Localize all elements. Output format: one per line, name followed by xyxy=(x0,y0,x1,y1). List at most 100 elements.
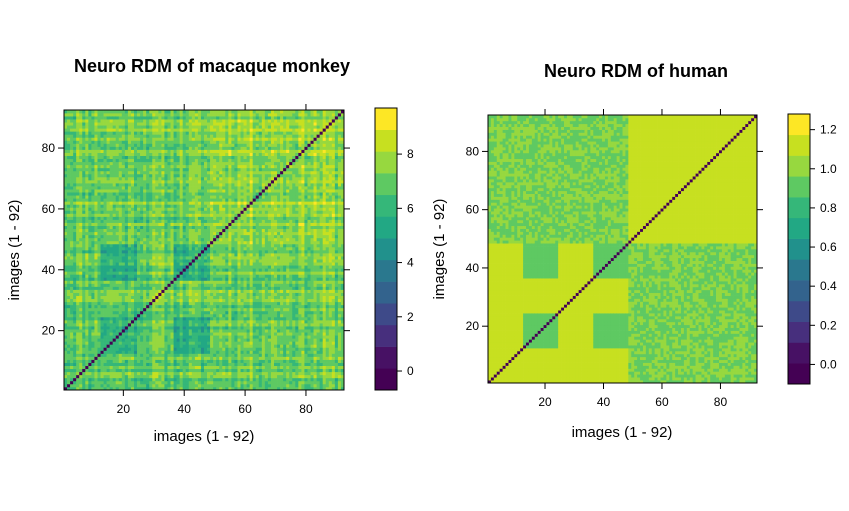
heatmap-cell xyxy=(67,363,70,366)
heatmap-cell xyxy=(73,210,76,213)
heatmap-cell xyxy=(107,180,110,183)
heatmap-cell xyxy=(107,153,110,156)
heatmap-cell xyxy=(198,244,201,247)
heatmap-cell xyxy=(201,256,204,259)
heatmap-cell xyxy=(186,217,189,220)
heatmap-cell xyxy=(104,238,107,241)
heatmap-cell xyxy=(137,381,140,384)
heatmap-cell xyxy=(128,296,131,299)
heatmap-cell xyxy=(149,259,152,262)
heatmap-cell xyxy=(195,271,198,274)
heatmap-cell xyxy=(116,277,119,280)
heatmap-cell xyxy=(149,290,152,293)
heatmap-cell xyxy=(213,150,216,153)
heatmap-cell xyxy=(213,296,216,299)
heatmap-cell xyxy=(225,201,228,204)
heatmap-cell xyxy=(131,323,134,326)
heatmap-cell xyxy=(119,290,122,293)
heatmap-cell xyxy=(137,344,140,347)
heatmap-cell xyxy=(171,338,174,341)
heatmap-cell xyxy=(119,119,122,122)
heatmap-cell xyxy=(64,183,67,186)
heatmap-cell xyxy=(210,366,213,369)
heatmap-cell xyxy=(167,150,170,153)
heatmap-cell xyxy=(107,226,110,229)
heatmap-cell xyxy=(149,122,152,125)
heatmap-cell xyxy=(177,320,180,323)
heatmap-cell xyxy=(131,143,134,146)
heatmap-cell xyxy=(113,341,116,344)
heatmap-cell xyxy=(192,241,195,244)
heatmap-cell xyxy=(201,165,204,168)
heatmap-cell xyxy=(101,302,104,305)
heatmap-cell xyxy=(222,238,225,241)
heatmap-cell xyxy=(122,238,125,241)
heatmap-cell xyxy=(207,381,210,384)
heatmap-cell xyxy=(88,250,91,253)
heatmap-cell xyxy=(207,274,210,277)
heatmap-cell xyxy=(119,131,122,134)
heatmap-cell xyxy=(171,180,174,183)
heatmap-cell xyxy=(152,229,155,232)
heatmap-cell xyxy=(85,335,88,338)
heatmap-cell xyxy=(107,360,110,363)
heatmap-cell xyxy=(149,308,152,311)
heatmap-cell xyxy=(70,262,73,265)
heatmap-cell xyxy=(76,277,79,280)
heatmap-cell xyxy=(189,210,192,213)
heatmap-cell xyxy=(195,344,198,347)
heatmap-cell xyxy=(171,137,174,140)
heatmap-cell xyxy=(91,332,94,335)
heatmap-cell xyxy=(91,320,94,323)
heatmap-cell xyxy=(64,338,67,341)
heatmap-cell xyxy=(164,241,167,244)
heatmap-cell xyxy=(213,360,216,363)
heatmap-cell xyxy=(82,329,85,332)
heatmap-cell xyxy=(216,366,219,369)
heatmap-cell xyxy=(164,271,167,274)
heatmap-cell xyxy=(210,381,213,384)
heatmap-cell xyxy=(186,140,189,143)
heatmap-cell xyxy=(225,350,228,353)
heatmap-cell xyxy=(161,110,164,113)
heatmap-cell xyxy=(119,241,122,244)
heatmap-cell xyxy=(91,247,94,250)
heatmap-cell xyxy=(155,183,158,186)
heatmap-cell xyxy=(73,238,76,241)
heatmap-cell xyxy=(88,189,91,192)
heatmap-cell xyxy=(76,192,79,195)
heatmap-cell xyxy=(149,131,152,134)
heatmap-cell xyxy=(155,128,158,131)
heatmap-cell xyxy=(82,290,85,293)
heatmap-cell xyxy=(134,183,137,186)
heatmap-cell xyxy=(219,290,222,293)
heatmap-cell xyxy=(119,220,122,223)
heatmap-cell xyxy=(189,347,192,350)
heatmap-cell xyxy=(97,372,100,375)
heatmap-cell xyxy=(73,186,76,189)
heatmap-cell xyxy=(189,153,192,156)
heatmap-cell xyxy=(189,378,192,381)
heatmap-cell xyxy=(155,247,158,250)
heatmap-cell xyxy=(119,271,122,274)
heatmap-cell xyxy=(189,162,192,165)
heatmap-cell xyxy=(119,134,122,137)
heatmap-cell xyxy=(113,265,116,268)
heatmap-cell xyxy=(177,271,180,274)
heatmap-cell xyxy=(70,323,73,326)
heatmap-cell xyxy=(82,250,85,253)
heatmap-cell xyxy=(104,210,107,213)
heatmap-cell xyxy=(177,156,180,159)
heatmap-cell xyxy=(97,128,100,131)
heatmap-cell xyxy=(204,290,207,293)
heatmap-cell xyxy=(82,274,85,277)
heatmap-cell xyxy=(219,329,222,332)
heatmap-cell xyxy=(201,268,204,271)
heatmap-cell xyxy=(140,366,143,369)
heatmap-cell xyxy=(192,305,195,308)
heatmap-cell xyxy=(64,150,67,153)
heatmap-cell xyxy=(94,140,97,143)
heatmap-cell xyxy=(70,116,73,119)
heatmap-cell xyxy=(101,347,104,350)
heatmap-cell xyxy=(110,244,113,247)
